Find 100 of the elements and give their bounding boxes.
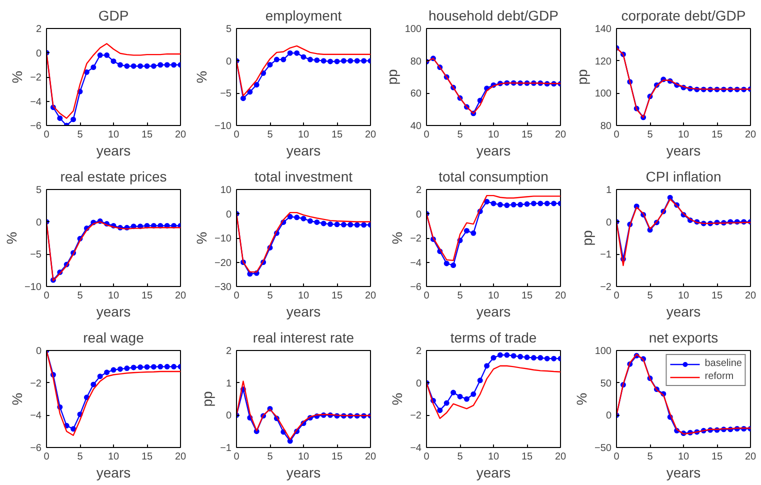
x-tick-label: 20 (744, 290, 756, 302)
x-tick-label: 0 (424, 290, 430, 302)
y-tick-label: 0 (226, 209, 232, 220)
y-tick-label: −2 (600, 282, 612, 293)
y-axis-title: % (389, 232, 406, 244)
x-tick-label: 0 (44, 130, 50, 140)
x-tick-label: 0 (424, 452, 430, 462)
y-axis-title: % (574, 392, 590, 406)
y-tick-label: −30 (214, 282, 232, 293)
y-tick-label: −4 (30, 410, 42, 422)
y-tick-label: −2 (30, 378, 42, 390)
x-axis-title: years (286, 464, 321, 480)
y-tick-label: 40 (410, 121, 422, 132)
x-tick-label: 20 (744, 130, 756, 140)
x-axis-title: years (666, 304, 701, 320)
x-tick-label: 20 (364, 130, 376, 140)
x-tick-label: 5 (457, 130, 464, 140)
legend-label: baseline (704, 358, 742, 369)
y-tick-label: −4 (410, 258, 422, 269)
x-tick-label: 10 (488, 452, 500, 462)
y-tick-label: 0 (36, 217, 42, 228)
y-tick-label: −50 (594, 443, 612, 454)
x-axis-title: years (286, 142, 321, 158)
y-tick-label: 1 (606, 185, 612, 196)
x-axis-title: years (476, 464, 511, 480)
y-tick-label: −6 (30, 443, 42, 454)
x-tick-label: 20 (554, 290, 566, 302)
x-tick-label: 15 (521, 130, 533, 140)
y-tick-label: 0 (36, 346, 42, 357)
y-tick-label: 0 (226, 410, 232, 422)
x-tick-label: 0 (234, 290, 240, 302)
y-tick-label: 60 (410, 88, 422, 100)
y-axis-title: pp (579, 230, 596, 246)
y-tick-label: −4 (30, 96, 42, 108)
chart-title: real interest rate (252, 330, 354, 346)
x-tick-label: 10 (298, 452, 310, 462)
x-tick-label: 10 (678, 452, 690, 462)
x-tick-label: 0 (234, 452, 240, 462)
x-tick-label: 20 (554, 452, 566, 462)
chart-title: CPI inflation (646, 168, 722, 184)
x-tick-label: 5 (267, 130, 274, 140)
x-tick-label: 5 (457, 290, 464, 302)
y-tick-label: −6 (30, 121, 42, 132)
x-tick-label: 0 (614, 290, 620, 302)
y-tick-label: 140 (594, 24, 612, 35)
chart-title: real estate prices (60, 168, 167, 184)
x-tick-label: 5 (77, 290, 84, 302)
y-tick-label: −10 (214, 234, 232, 244)
x-axis-title: years (286, 304, 321, 320)
chart-title: real wage (83, 330, 144, 346)
x-tick-label: 0 (614, 130, 620, 140)
chart-title: total investment (254, 168, 353, 184)
x-tick-label: 15 (331, 130, 343, 140)
x-tick-label: 15 (711, 130, 723, 140)
y-tick-label: 100 (594, 88, 612, 100)
x-tick-label: 5 (647, 290, 654, 302)
y-axis-title: pp (384, 69, 400, 85)
x-tick-label: 20 (744, 452, 756, 462)
y-axis-title: pp (574, 69, 590, 85)
y-tick-label: 100 (594, 346, 612, 357)
y-tick-label: 5 (36, 185, 42, 196)
y-tick-label: 50 (600, 378, 612, 390)
x-tick-label: 10 (108, 130, 120, 140)
y-tick-label: 80 (600, 121, 612, 132)
y-tick-label: 0 (226, 56, 232, 68)
y-tick-label: −6 (410, 282, 422, 293)
y-tick-label: 0 (606, 410, 612, 422)
x-tick-label: 10 (298, 290, 310, 302)
legend-label: reform (704, 371, 734, 382)
x-tick-label: 0 (44, 452, 50, 462)
x-tick-label: 20 (174, 290, 186, 302)
x-tick-label: 10 (678, 290, 690, 302)
x-tick-label: 0 (234, 130, 240, 140)
chart-title: employment (265, 8, 342, 24)
x-tick-label: 15 (141, 290, 153, 302)
y-axis-title: % (9, 392, 26, 406)
x-tick-label: 15 (711, 452, 723, 462)
y-tick-label: 0 (36, 48, 42, 60)
x-tick-label: 15 (521, 290, 533, 302)
y-tick-label: −1 (220, 443, 232, 454)
y-tick-label: 100 (404, 24, 422, 35)
y-axis-title: % (194, 232, 210, 244)
y-tick-label: −2 (410, 234, 422, 244)
y-tick-label: 2 (36, 24, 42, 35)
y-tick-label: 5 (226, 24, 232, 35)
y-tick-label: 1 (226, 378, 232, 390)
x-tick-label: 15 (331, 290, 343, 302)
y-axis-title: pp (199, 391, 216, 407)
y-tick-label: −10 (214, 121, 232, 132)
y-tick-label: 80 (410, 56, 422, 68)
x-tick-label: 5 (77, 130, 84, 140)
x-tick-label: 5 (647, 130, 654, 140)
y-tick-label: −2 (30, 72, 42, 84)
y-tick-label: −1 (600, 250, 612, 261)
x-tick-label: 5 (457, 452, 464, 462)
y-axis-title: % (4, 232, 20, 244)
y-tick-label: −5 (220, 88, 232, 100)
x-tick-label: 10 (488, 290, 500, 302)
y-tick-label: 120 (594, 56, 612, 68)
x-tick-label: 20 (364, 290, 376, 302)
